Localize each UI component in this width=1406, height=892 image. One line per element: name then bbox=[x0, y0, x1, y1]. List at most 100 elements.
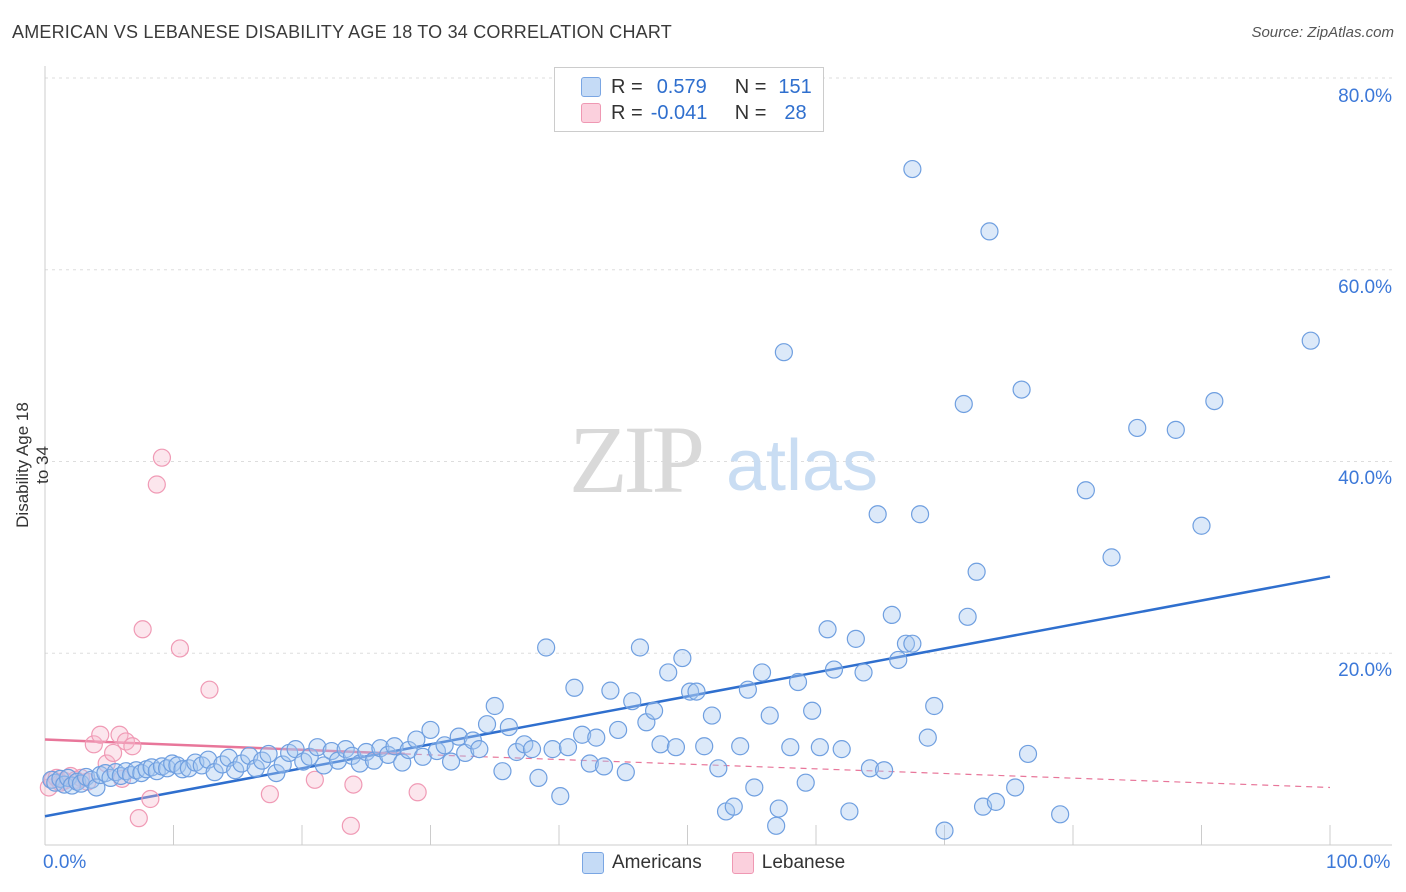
legend-r-label: R = bbox=[611, 75, 643, 98]
americans-point bbox=[709, 759, 728, 778]
americans-point bbox=[421, 720, 440, 740]
lebanese-point bbox=[133, 620, 152, 639]
americans-point bbox=[796, 773, 815, 792]
americans-point bbox=[616, 763, 635, 782]
source-label: Source: ZipAtlas.com bbox=[1251, 24, 1394, 41]
lebanese-point bbox=[260, 785, 279, 804]
americans-point bbox=[1012, 380, 1031, 399]
americans-point bbox=[493, 762, 512, 781]
chart-title: AMERICAN VS LEBANESE DISABILITY AGE 18 T… bbox=[12, 22, 672, 42]
americans-point bbox=[760, 706, 779, 725]
americans-point bbox=[954, 394, 973, 414]
americans-point bbox=[702, 706, 722, 725]
americans-point bbox=[1006, 778, 1025, 797]
americans-point bbox=[1102, 548, 1121, 567]
lebanese-swatch bbox=[731, 852, 754, 874]
legend-r-value: -0.041 bbox=[650, 101, 708, 124]
americans-point bbox=[680, 682, 700, 701]
americans-point bbox=[925, 696, 944, 716]
americans-point bbox=[477, 715, 497, 734]
americans-point bbox=[507, 742, 526, 762]
americans-point bbox=[259, 744, 278, 764]
americans-point bbox=[803, 701, 822, 720]
legend-swatch-lebanese bbox=[581, 103, 601, 123]
americans-point bbox=[350, 754, 369, 773]
y-tick-60: 60.0% bbox=[1338, 277, 1392, 298]
legend-row-americans: R = 0.579 N = 151 bbox=[581, 75, 812, 99]
lebanese-point bbox=[141, 789, 160, 809]
y-tick-80: 80.0% bbox=[1338, 86, 1392, 107]
legend-n-value: 28 bbox=[784, 101, 807, 124]
americans-swatch bbox=[582, 852, 604, 874]
legend-row-lebanese: R = -0.041 N = 28 bbox=[581, 101, 807, 125]
americans-point bbox=[529, 768, 548, 787]
lebanese-point bbox=[341, 816, 360, 835]
americans-point bbox=[558, 738, 578, 757]
americans-point bbox=[485, 696, 504, 716]
americans-point bbox=[580, 754, 599, 773]
lebanese-point bbox=[104, 743, 123, 763]
americans-point bbox=[781, 738, 800, 757]
americans-point bbox=[832, 740, 851, 759]
lebanese-label: Lebanese bbox=[761, 852, 846, 873]
americans-point bbox=[322, 741, 341, 761]
americans-point bbox=[601, 681, 620, 700]
lebanese-point bbox=[408, 783, 427, 802]
x-tick-right: 100.0% bbox=[1326, 852, 1391, 873]
americans-label: Americans bbox=[612, 852, 702, 873]
legend-item-lebanese: Lebanese bbox=[731, 852, 846, 874]
americans-point bbox=[854, 663, 873, 682]
americans-point bbox=[882, 605, 901, 625]
lebanese-point bbox=[152, 448, 172, 467]
y-axis-label: Disability Age 18 to 34 bbox=[13, 402, 52, 528]
americans-point bbox=[666, 738, 686, 757]
americans-point bbox=[752, 663, 772, 682]
legend-item-americans: Americans bbox=[582, 852, 702, 874]
legend-n-label: N = bbox=[734, 101, 767, 124]
lebanese-point bbox=[200, 680, 219, 699]
americans-point bbox=[300, 747, 319, 766]
americans-point bbox=[1301, 331, 1320, 350]
americans-point bbox=[896, 634, 916, 653]
americans-point bbox=[967, 562, 986, 581]
americans-point bbox=[587, 728, 606, 747]
americans-point bbox=[594, 757, 614, 776]
americans-point bbox=[958, 607, 977, 626]
americans-point bbox=[868, 505, 887, 524]
americans-point bbox=[371, 739, 390, 758]
americans-point bbox=[336, 740, 355, 759]
americans-point bbox=[435, 736, 454, 755]
americans-point bbox=[226, 761, 245, 780]
americans-point bbox=[551, 787, 570, 806]
americans-point bbox=[935, 821, 954, 840]
americans-point bbox=[695, 737, 714, 756]
americans-point bbox=[522, 740, 542, 759]
americans-point bbox=[565, 678, 584, 697]
americans-point bbox=[774, 343, 793, 362]
americans-point bbox=[308, 738, 327, 757]
americans-point bbox=[470, 740, 489, 759]
americans-point bbox=[846, 629, 865, 648]
legend-swatch-americans bbox=[581, 77, 601, 97]
americans-point bbox=[659, 663, 678, 682]
americans-point bbox=[1205, 391, 1224, 411]
americans-point bbox=[1166, 420, 1185, 439]
americans-point bbox=[767, 816, 786, 835]
americans-point bbox=[343, 746, 362, 765]
legend-n-value: 151 bbox=[778, 75, 812, 98]
legend-r-value: 0.579 bbox=[656, 75, 707, 98]
americans-point bbox=[644, 701, 664, 720]
americans-point bbox=[537, 638, 556, 657]
americans-point bbox=[788, 672, 808, 692]
americans-point bbox=[986, 792, 1006, 811]
americans-point bbox=[407, 730, 426, 749]
americans-point bbox=[1076, 481, 1095, 500]
americans-point bbox=[205, 763, 224, 782]
americans-point bbox=[903, 159, 922, 179]
americans-point bbox=[1128, 418, 1147, 438]
americans-point bbox=[673, 648, 692, 668]
lebanese-point bbox=[129, 809, 148, 828]
series-legend: Americans Lebanese bbox=[582, 852, 875, 874]
legend-r-label: R = bbox=[611, 101, 643, 124]
americans-point bbox=[889, 650, 908, 670]
